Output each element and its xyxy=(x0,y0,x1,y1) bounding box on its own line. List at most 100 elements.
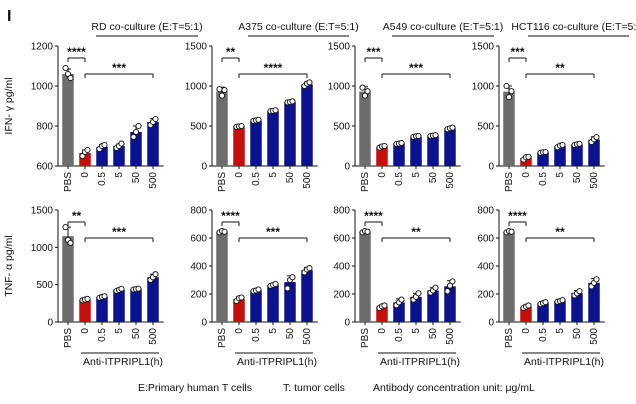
y-tick-label: 1000 xyxy=(185,82,208,93)
data-point xyxy=(152,115,159,123)
chart-panel: RD co-culture (E:T=5:1) IFN- γ pg/ml 600 80… xyxy=(3,21,203,192)
chart-title: A375 co-culture (E:T=5:1) xyxy=(238,21,359,33)
data-point xyxy=(221,228,228,235)
y-tick-label: 800 xyxy=(36,122,53,133)
significance-label: **** xyxy=(364,209,383,223)
significance-label: *** xyxy=(510,45,524,59)
x-tick-label: 0.5 xyxy=(97,172,108,186)
data-point xyxy=(508,228,515,235)
data-point xyxy=(359,84,366,91)
data-point xyxy=(62,64,69,72)
x-tick-label: 0.5 xyxy=(251,172,262,186)
x-tick-label: 50 xyxy=(131,172,142,184)
y-tick-label: 0 xyxy=(344,162,350,173)
bar xyxy=(233,298,245,322)
x-tick-label: 500 xyxy=(445,172,456,189)
bar xyxy=(537,303,549,322)
data-point xyxy=(62,224,69,231)
data-point xyxy=(118,140,125,147)
y-tick-label: 0 xyxy=(488,318,494,329)
chart-panels: RD co-culture (E:T=5:1) IFN- γ pg/ml 600 80… xyxy=(3,21,636,368)
chart-panel: A375 co-culture (E:T=5:1)050010001500PBS… xyxy=(185,21,359,192)
y-tick-label: 1500 xyxy=(185,42,208,53)
data-point xyxy=(135,285,142,292)
data-point xyxy=(525,302,532,309)
x-tick-label: 0.5 xyxy=(394,172,405,186)
data-point xyxy=(542,148,549,156)
footer-unit: Antibody concentration unit: μg/mL xyxy=(373,382,535,394)
y-tick-label: 1500 xyxy=(31,206,54,217)
bar xyxy=(113,146,125,166)
bar xyxy=(233,126,245,166)
y-tick-label: 500 xyxy=(333,122,350,133)
bar xyxy=(250,120,262,166)
data-point xyxy=(398,139,405,147)
data-point xyxy=(505,94,513,101)
data-point xyxy=(272,107,279,114)
data-point xyxy=(152,271,159,278)
y-axis-label: TNF- α pg/ml xyxy=(3,235,15,297)
x-tick-label: PBS xyxy=(63,328,74,348)
data-point xyxy=(67,239,74,246)
significance-label: ** xyxy=(411,225,421,239)
x-tick-label: 0 xyxy=(377,172,388,178)
data-point xyxy=(503,82,510,90)
chart-title: A549 co-culture (E:T=5:1) xyxy=(383,21,504,33)
y-tick-label: 200 xyxy=(333,290,350,301)
bar xyxy=(216,91,228,166)
x-tick-label: 500 xyxy=(148,172,159,189)
chart-panel: HCT116 co-culture (E:T=5:1)050010001500P… xyxy=(472,21,636,192)
bar xyxy=(588,139,600,166)
bar xyxy=(250,290,262,322)
bar xyxy=(554,301,566,322)
y-tick-label: 500 xyxy=(36,280,53,291)
data-point xyxy=(255,116,262,123)
data-point xyxy=(432,284,439,291)
data-point xyxy=(135,122,142,130)
data-point xyxy=(118,285,125,292)
data-point xyxy=(84,295,91,302)
bar xyxy=(444,128,456,166)
y-tick-label: 600 xyxy=(477,234,494,245)
data-point xyxy=(542,299,549,306)
x-tick-label: 500 xyxy=(302,172,313,189)
x-tick-label: 0 xyxy=(521,328,532,334)
x-tick-label: 0 xyxy=(521,172,532,178)
x-tick-label: 0 xyxy=(80,328,91,334)
x-axis-label: Anti-ITPRIPL1(h) xyxy=(524,356,604,368)
bar xyxy=(96,147,108,166)
data-point xyxy=(130,133,137,141)
x-tick-label: PBS xyxy=(360,328,371,348)
x-tick-label: 0 xyxy=(80,172,91,178)
bar xyxy=(130,289,142,322)
significance-label: *** xyxy=(266,225,280,239)
data-point xyxy=(289,274,296,281)
data-point xyxy=(449,124,456,131)
significance-label: **** xyxy=(264,61,283,75)
bar xyxy=(359,231,371,322)
bar xyxy=(393,143,405,166)
significance-label: ** xyxy=(555,61,565,75)
y-tick-label: 800 xyxy=(333,206,350,217)
bar xyxy=(284,282,296,322)
y-tick-label: 0 xyxy=(488,162,494,173)
x-tick-label: 5 xyxy=(555,172,566,178)
bar xyxy=(96,296,108,322)
x-tick-label: 50 xyxy=(285,328,296,340)
bar xyxy=(130,132,142,166)
y-tick-label: 600 xyxy=(333,234,350,245)
x-tick-label: 5 xyxy=(114,328,125,334)
bar xyxy=(147,122,159,166)
significance-label: *** xyxy=(366,45,380,59)
x-tick-label: 5 xyxy=(114,172,125,178)
data-point xyxy=(218,92,226,99)
x-tick-label: 5 xyxy=(411,328,422,334)
data-point xyxy=(306,79,313,86)
bar xyxy=(520,306,532,322)
x-tick-label: 50 xyxy=(428,328,439,340)
data-point xyxy=(415,290,422,297)
significance-label: ** xyxy=(555,225,565,239)
significance-label: **** xyxy=(221,209,240,223)
significance-label: *** xyxy=(112,61,126,75)
